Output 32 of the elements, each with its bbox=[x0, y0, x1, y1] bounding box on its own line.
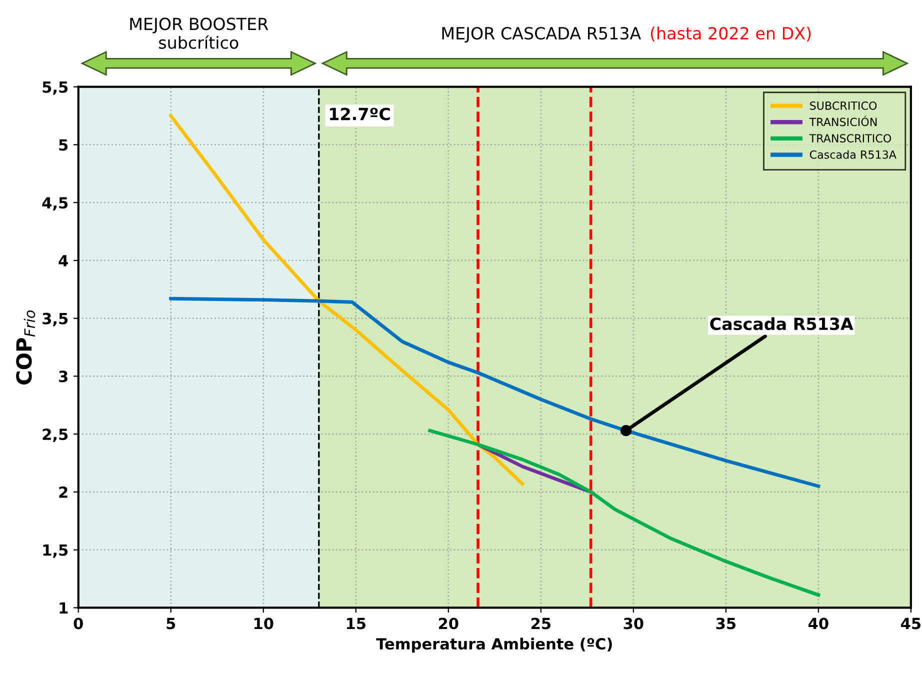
y-axis-title: COP$_{Frio}$ bbox=[16, 310, 36, 384]
x-axis-title: Temperatura Ambiente (ºC) bbox=[376, 638, 612, 653]
legend-label: TRANSCRITICO bbox=[809, 134, 892, 142]
band-label: MEJOR CASCADA R513A bbox=[442, 26, 642, 43]
legend-label: TRANSICIÓN bbox=[809, 116, 877, 126]
y-tick-label: 4 bbox=[58, 255, 68, 266]
y-tick-label: 3 bbox=[59, 370, 68, 382]
x-tick-label: 30 bbox=[624, 618, 644, 630]
legend-label: Cascada R513A bbox=[810, 150, 896, 159]
text: (hasta 2022 en DX) bbox=[650, 26, 811, 42]
x-tick-label: 40 bbox=[808, 618, 828, 630]
y-tick-label: 4,5 bbox=[42, 197, 68, 211]
x-tick-label: 10 bbox=[254, 618, 274, 630]
y-tick-label: 5,5 bbox=[42, 81, 68, 95]
y-tick-label: 2,5 bbox=[42, 428, 68, 442]
y-tick-label: 1 bbox=[60, 602, 68, 614]
band-label: MEJOR BOOSTER subcrítico bbox=[130, 18, 268, 49]
x-tick-label: 0 bbox=[74, 618, 83, 630]
x-tick-label: 25 bbox=[531, 618, 550, 630]
y-tick-label: 3,5 bbox=[42, 312, 68, 326]
x-tick-label: 15 bbox=[346, 618, 366, 630]
ref-line-label: 12.7ºC bbox=[330, 108, 390, 120]
y-tick-label: 5 bbox=[59, 139, 68, 151]
y-tick-label: 1,5 bbox=[43, 544, 68, 558]
legend-label: SUBCRITICO bbox=[810, 101, 877, 110]
x-tick-label: 35 bbox=[716, 618, 736, 630]
y-tick-label: 2 bbox=[59, 486, 68, 498]
line-series bbox=[428, 428, 820, 597]
annotation: Cascada R513A bbox=[710, 317, 854, 330]
x-tick-label: 20 bbox=[438, 618, 458, 630]
x-tick-label: 5 bbox=[166, 618, 176, 630]
x-tick-label: 45 bbox=[900, 618, 920, 630]
